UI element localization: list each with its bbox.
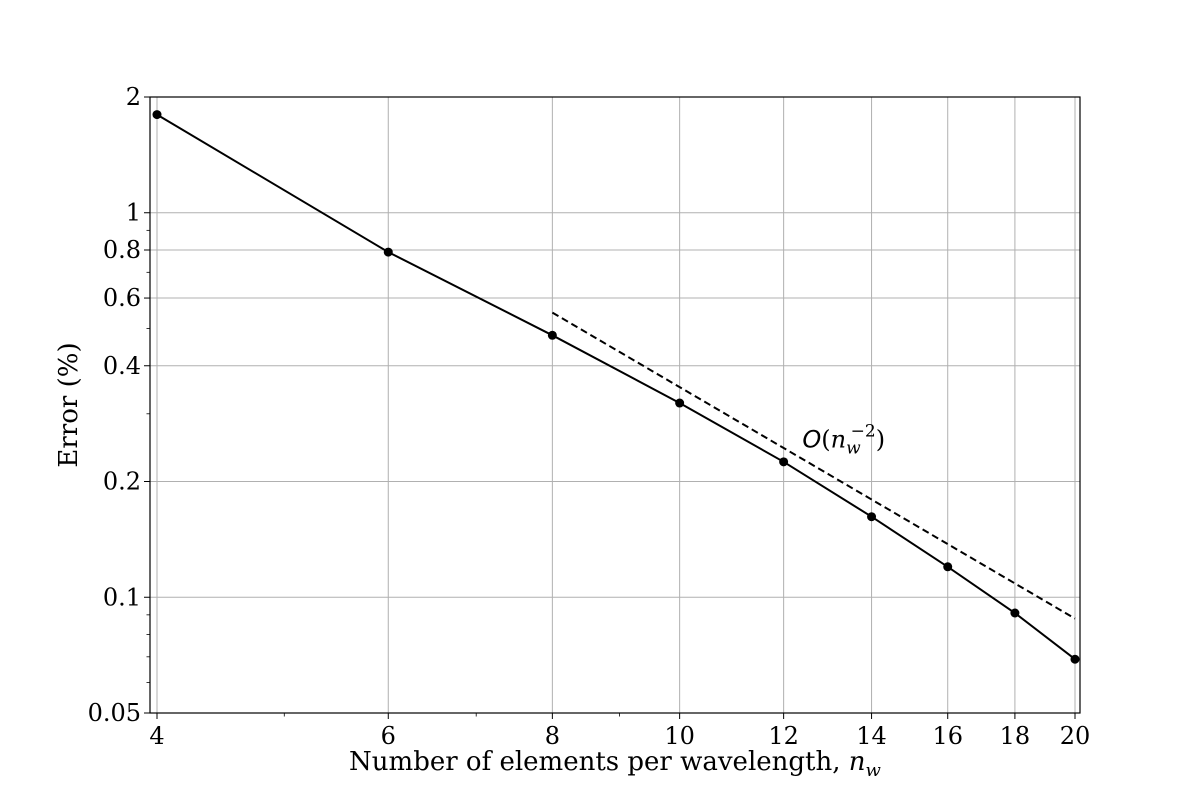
x-tick-label: 8 xyxy=(545,722,560,750)
data-point-marker xyxy=(1070,654,1080,664)
series-layer xyxy=(152,110,1080,664)
grid-layer xyxy=(150,96,1080,714)
y-axis-title: Error (%) xyxy=(54,342,84,467)
x-tick-label: 16 xyxy=(932,722,963,750)
x-tick-label: 18 xyxy=(1000,722,1031,750)
x-tick-label: 14 xyxy=(856,722,887,750)
data-point-marker xyxy=(943,562,953,572)
y-tick-label: 0.1 xyxy=(103,583,141,611)
plot-frame xyxy=(149,96,1081,714)
y-tick-label: 0.6 xyxy=(103,284,141,312)
error-series-line xyxy=(156,113,1076,660)
x-tick-label: 20 xyxy=(1060,722,1091,750)
data-point-marker xyxy=(152,110,162,120)
y-tick-label: 0.4 xyxy=(103,352,141,380)
data-point-marker xyxy=(675,398,685,408)
y-tick-label: 2 xyxy=(126,83,141,111)
x-axis-title: Number of elements per wavelength, nw xyxy=(349,747,881,781)
y-tick-label: 1 xyxy=(126,199,141,227)
data-point-marker xyxy=(383,247,393,257)
slope-annotation: O(nw−2) xyxy=(802,422,885,459)
data-point-marker xyxy=(1010,608,1020,618)
y-tick-label: 0.8 xyxy=(103,236,141,264)
annotation-layer: O(nw−2) xyxy=(802,422,885,459)
y-tick-label: 0.05 xyxy=(88,699,141,727)
x-tick-label: 4 xyxy=(149,722,164,750)
y-tick-label: 0.2 xyxy=(103,468,141,496)
x-tick-label: 12 xyxy=(768,722,799,750)
reference-slope-line xyxy=(551,311,1076,620)
data-point-marker xyxy=(547,330,557,340)
ticks-layer: 4 6 8 10 12 14 16 18 200.050.10.20.40.60.812 xyxy=(88,83,1091,750)
data-point-marker xyxy=(867,512,877,522)
x-tick-label: 10 xyxy=(664,722,695,750)
x-tick-label: 6 xyxy=(381,722,396,750)
data-point-marker xyxy=(779,457,789,467)
